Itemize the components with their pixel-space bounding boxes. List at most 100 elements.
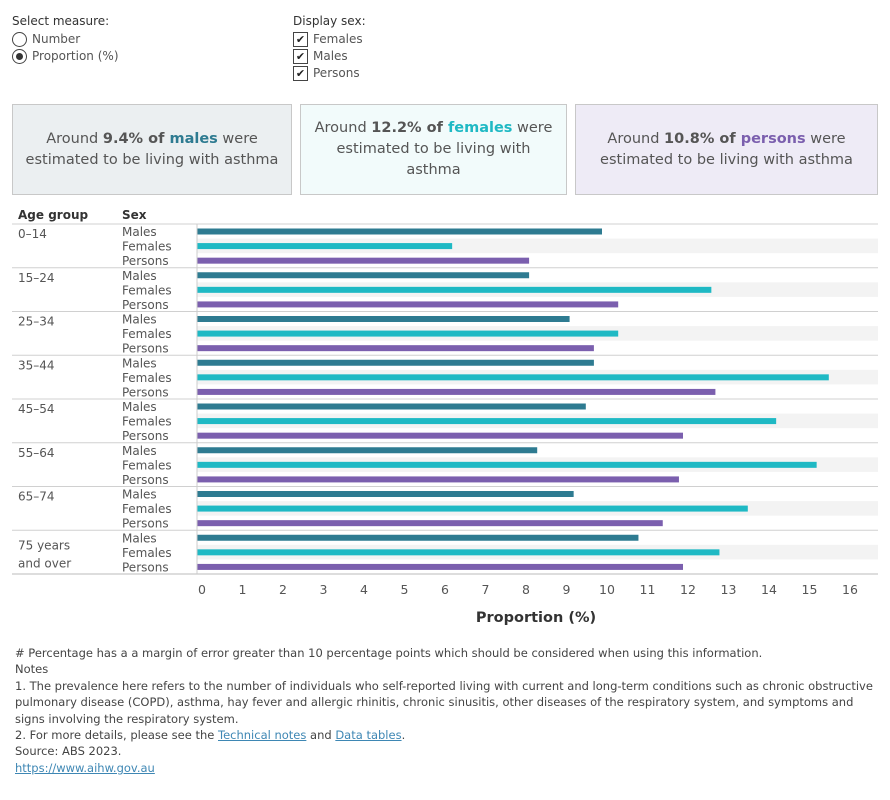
bar-females xyxy=(197,505,748,512)
x-tick-label: 12 xyxy=(680,582,696,597)
x-tick-label: 16 xyxy=(842,582,858,597)
sex-label: Males xyxy=(122,225,157,239)
sex-label: Males xyxy=(122,488,157,502)
age-group-label: 55–64 xyxy=(18,446,55,460)
note-2-prefix: 2. For more details, please see the xyxy=(15,728,218,742)
sex-label: Persons xyxy=(122,429,169,443)
sex-label: Females xyxy=(122,240,172,254)
x-tick-label: 6 xyxy=(441,582,449,597)
x-tick-label: 14 xyxy=(761,582,777,597)
x-axis-title: Proportion (%) xyxy=(476,610,596,626)
age-group-label: 15–24 xyxy=(18,271,55,285)
kpi-group: males xyxy=(169,130,218,147)
kpi-prefix: Around xyxy=(46,130,103,147)
age-group-label: 25–34 xyxy=(18,315,55,329)
x-tick-label: 11 xyxy=(640,582,656,597)
bar-females xyxy=(197,243,453,250)
data-tables-link[interactable]: Data tables xyxy=(335,728,402,742)
sex-label: Persons xyxy=(122,473,169,487)
radio-number[interactable] xyxy=(12,32,27,47)
sex-label: Females xyxy=(122,327,172,341)
radio-number-label[interactable]: Number xyxy=(32,32,81,46)
sex-label: Females xyxy=(122,283,172,297)
checkbox-males-label[interactable]: Males xyxy=(313,49,348,63)
sex-label: Persons xyxy=(122,560,169,574)
kpi-group: persons xyxy=(740,130,806,147)
sex-label: Persons xyxy=(122,254,169,268)
age-group-label: and over xyxy=(18,556,71,570)
x-tick-label: 9 xyxy=(563,582,571,597)
bar-males xyxy=(197,491,574,497)
x-tick-label: 5 xyxy=(401,582,409,597)
kpi-suffix: were estimated to be living with asthma xyxy=(25,130,279,168)
notes-title: Notes xyxy=(15,662,49,676)
sex-filter-title: Display sex: xyxy=(293,14,366,28)
x-tick-label: 7 xyxy=(482,582,490,597)
source-note: Source: ABS 2023. xyxy=(15,744,122,758)
bar-persons xyxy=(197,432,683,439)
margin-of-error-note: # Percentage has a a margin of error gre… xyxy=(15,646,763,660)
row-band xyxy=(197,238,878,254)
sex-label: Females xyxy=(122,458,172,472)
x-tick-label: 2 xyxy=(279,582,287,597)
age-group-label: 35–44 xyxy=(18,358,55,372)
sex-label: Males xyxy=(122,269,157,283)
sex-header: Sex xyxy=(122,208,147,222)
bar-males xyxy=(197,447,538,454)
x-tick-label: 13 xyxy=(721,582,737,597)
x-tick-label: 0 xyxy=(198,582,206,597)
age-group-label: 65–74 xyxy=(18,490,55,504)
bar-females xyxy=(197,549,720,556)
sex-label: Persons xyxy=(122,298,169,312)
checkbox-females-label[interactable]: Females xyxy=(313,32,363,46)
kpi-card-persons: Around 10.8% of persons were estimated t… xyxy=(575,104,878,195)
bar-females xyxy=(197,418,777,425)
x-tick-label: 10 xyxy=(599,582,615,597)
sex-label: Females xyxy=(122,502,172,516)
checkbox-persons[interactable]: ✔ xyxy=(293,66,308,81)
age-group-label: 45–54 xyxy=(18,402,55,416)
checkbox-females[interactable]: ✔ xyxy=(293,32,308,47)
measure-selector-title: Select measure: xyxy=(12,14,110,28)
sex-label: Males xyxy=(122,531,157,545)
age-group-label: 0–14 xyxy=(18,227,47,241)
age-group-header: Age group xyxy=(18,208,89,222)
radio-proportion[interactable] xyxy=(12,49,27,64)
sex-label: Females xyxy=(122,415,172,429)
aihw-link-text[interactable]: https://www.aihw.gov.au xyxy=(15,761,155,775)
x-tick-label: 1 xyxy=(239,582,247,597)
sex-label: Females xyxy=(122,546,172,560)
sex-label: Persons xyxy=(122,342,169,356)
x-tick-label: 8 xyxy=(522,582,530,597)
sex-label: Males xyxy=(122,313,157,327)
checkbox-males[interactable]: ✔ xyxy=(293,49,308,64)
kpi-suffix: were estimated to be living with asthma xyxy=(600,130,853,168)
sex-label: Persons xyxy=(122,517,169,531)
bar-males xyxy=(197,228,602,235)
aihw-link[interactable]: https://www.aihw.gov.au xyxy=(15,760,155,776)
note-1: 1. The prevalence here refers to the num… xyxy=(15,679,873,726)
x-tick-label: 3 xyxy=(320,582,328,597)
bar-persons xyxy=(197,476,679,483)
kpi-card-males: Around 9.4% of males were estimated to b… xyxy=(12,104,292,195)
technical-notes-link[interactable]: Technical notes xyxy=(218,728,307,742)
kpi-value: 9.4% of xyxy=(102,130,170,147)
sex-label: Males xyxy=(122,356,157,370)
bar-persons xyxy=(197,345,594,352)
bar-females xyxy=(197,374,829,381)
bar-persons xyxy=(197,563,683,570)
kpi-suffix: were estimated to be living with asthma xyxy=(336,120,553,178)
sex-label: Males xyxy=(122,444,157,458)
radio-proportion-label[interactable]: Proportion (%) xyxy=(32,49,119,63)
kpi-prefix: Around xyxy=(314,120,372,136)
bar-females xyxy=(197,461,817,468)
note-2: 2. For more details, please see the Tech… xyxy=(15,727,877,743)
bar-persons xyxy=(197,388,716,395)
bar-females xyxy=(197,286,712,293)
bar-persons xyxy=(197,520,663,527)
kpi-value: 12.2% of xyxy=(371,120,448,136)
kpi-card-females: Around 12.2% of females were estimated t… xyxy=(300,104,567,195)
checkbox-persons-label[interactable]: Persons xyxy=(313,66,360,80)
note-2-suffix: . xyxy=(401,728,406,742)
